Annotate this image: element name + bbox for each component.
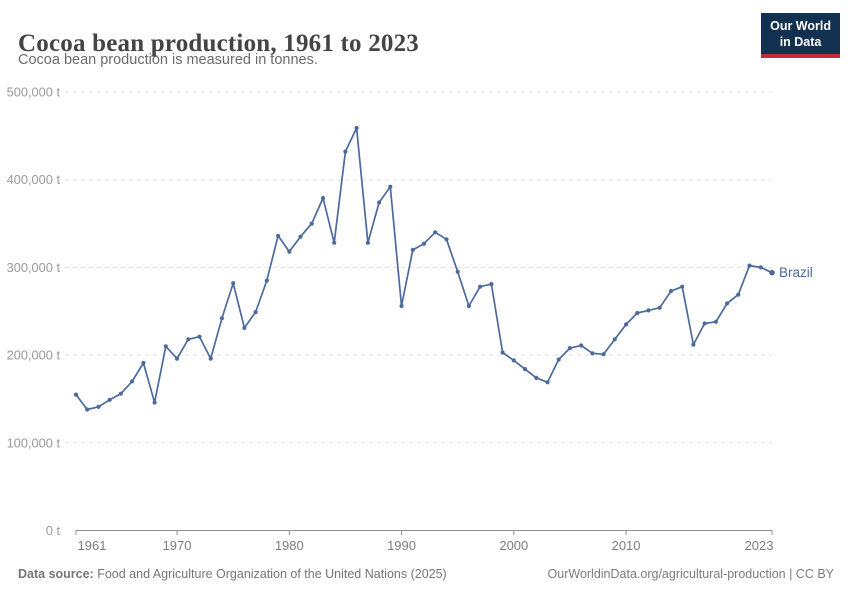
data-point[interactable] [107,397,112,402]
data-source-text: Food and Agriculture Organization of the… [93,567,447,581]
x-axis-label: 2010 [612,538,641,553]
data-point[interactable] [545,380,550,385]
data-point[interactable] [276,233,281,238]
data-point[interactable] [231,281,236,286]
data-point[interactable] [309,221,314,226]
data-point[interactable] [410,247,415,252]
y-axis-label: 400,000 t [7,172,61,187]
data-point[interactable] [208,356,213,361]
data-point[interactable] [511,358,516,363]
data-point[interactable] [646,308,651,313]
data-point[interactable] [354,125,359,131]
series-end-label[interactable]: Brazil [779,265,813,280]
data-point[interactable] [141,360,146,366]
data-point[interactable] [73,392,79,397]
data-point[interactable] [747,263,752,268]
data-point[interactable] [702,321,707,326]
data-source-note: Data source: Food and Agriculture Organi… [18,567,447,581]
data-point[interactable] [769,269,775,276]
owid-logo-line1: Our World [770,19,831,33]
data-point[interactable] [478,284,483,289]
x-axis-label: 2023 [745,538,774,553]
x-axis-label: 2000 [499,538,528,553]
data-point[interactable] [758,265,763,270]
data-point[interactable] [624,322,629,327]
data-point[interactable] [152,400,157,405]
data-point[interactable] [320,196,326,201]
data-point[interactable] [590,351,595,356]
data-point[interactable] [579,343,584,348]
data-point[interactable] [253,310,258,315]
data-point[interactable] [197,334,202,339]
data-point[interactable] [657,305,662,310]
data-point[interactable] [96,404,101,409]
y-axis-label: 300,000 t [7,260,61,275]
data-point[interactable] [85,407,90,412]
data-point[interactable] [725,301,730,306]
data-point[interactable] [421,241,427,246]
data-point[interactable] [130,379,135,384]
data-point[interactable] [399,303,404,309]
data-point[interactable] [242,325,247,330]
chart-subtitle: Cocoa bean production is measured in ton… [18,52,318,68]
chart-footer: Data source: Food and Agriculture Organi… [18,567,834,581]
data-point[interactable] [489,282,494,287]
y-axis-label: 200,000 t [7,348,61,363]
owid-logo-line2: in Data [779,35,822,49]
data-point[interactable] [680,284,685,289]
data-point[interactable] [635,310,640,316]
data-point[interactable] [522,367,528,372]
y-axis-label: 0 t [46,523,61,538]
data-point[interactable] [332,240,337,245]
owid-logo[interactable]: Our World in Data [761,13,840,58]
data-point[interactable] [601,352,606,357]
y-axis-label: 100,000 t [7,435,61,450]
owid-link[interactable]: OurWorldinData.org/agricultural-producti… [547,567,834,581]
data-source-label: Data source: [18,567,94,581]
data-point[interactable] [298,234,303,239]
data-point[interactable] [556,357,561,362]
chart-title: Cocoa bean production, 1961 to 2023 [18,29,420,57]
data-point[interactable] [388,184,393,189]
data-point[interactable] [691,342,696,347]
x-axis-label: 1980 [275,538,304,553]
data-point[interactable] [174,356,180,361]
data-point[interactable] [612,337,617,342]
x-axis-label: 1961 [78,538,107,553]
data-point[interactable] [444,237,449,242]
data-point[interactable] [736,292,741,297]
data-point[interactable] [264,278,269,283]
data-point[interactable] [377,200,382,205]
y-axis-label: 500,000 t [7,85,61,100]
data-point[interactable] [118,391,123,396]
series-line-brazil[interactable] [75,127,773,411]
data-point[interactable] [534,375,539,380]
data-point[interactable] [343,149,348,154]
data-point[interactable] [163,344,168,349]
data-point[interactable] [500,350,505,355]
data-point[interactable] [287,249,292,254]
x-axis-label: 1990 [387,538,416,553]
data-point[interactable] [455,269,460,274]
data-point[interactable] [567,346,573,351]
data-point[interactable] [668,289,674,294]
data-point[interactable] [713,319,719,324]
x-axis-label: 1970 [163,538,192,553]
data-point[interactable] [433,230,438,235]
data-point[interactable] [365,240,370,245]
data-point[interactable] [466,303,471,309]
data-point[interactable] [186,337,191,342]
data-point[interactable] [219,316,224,321]
